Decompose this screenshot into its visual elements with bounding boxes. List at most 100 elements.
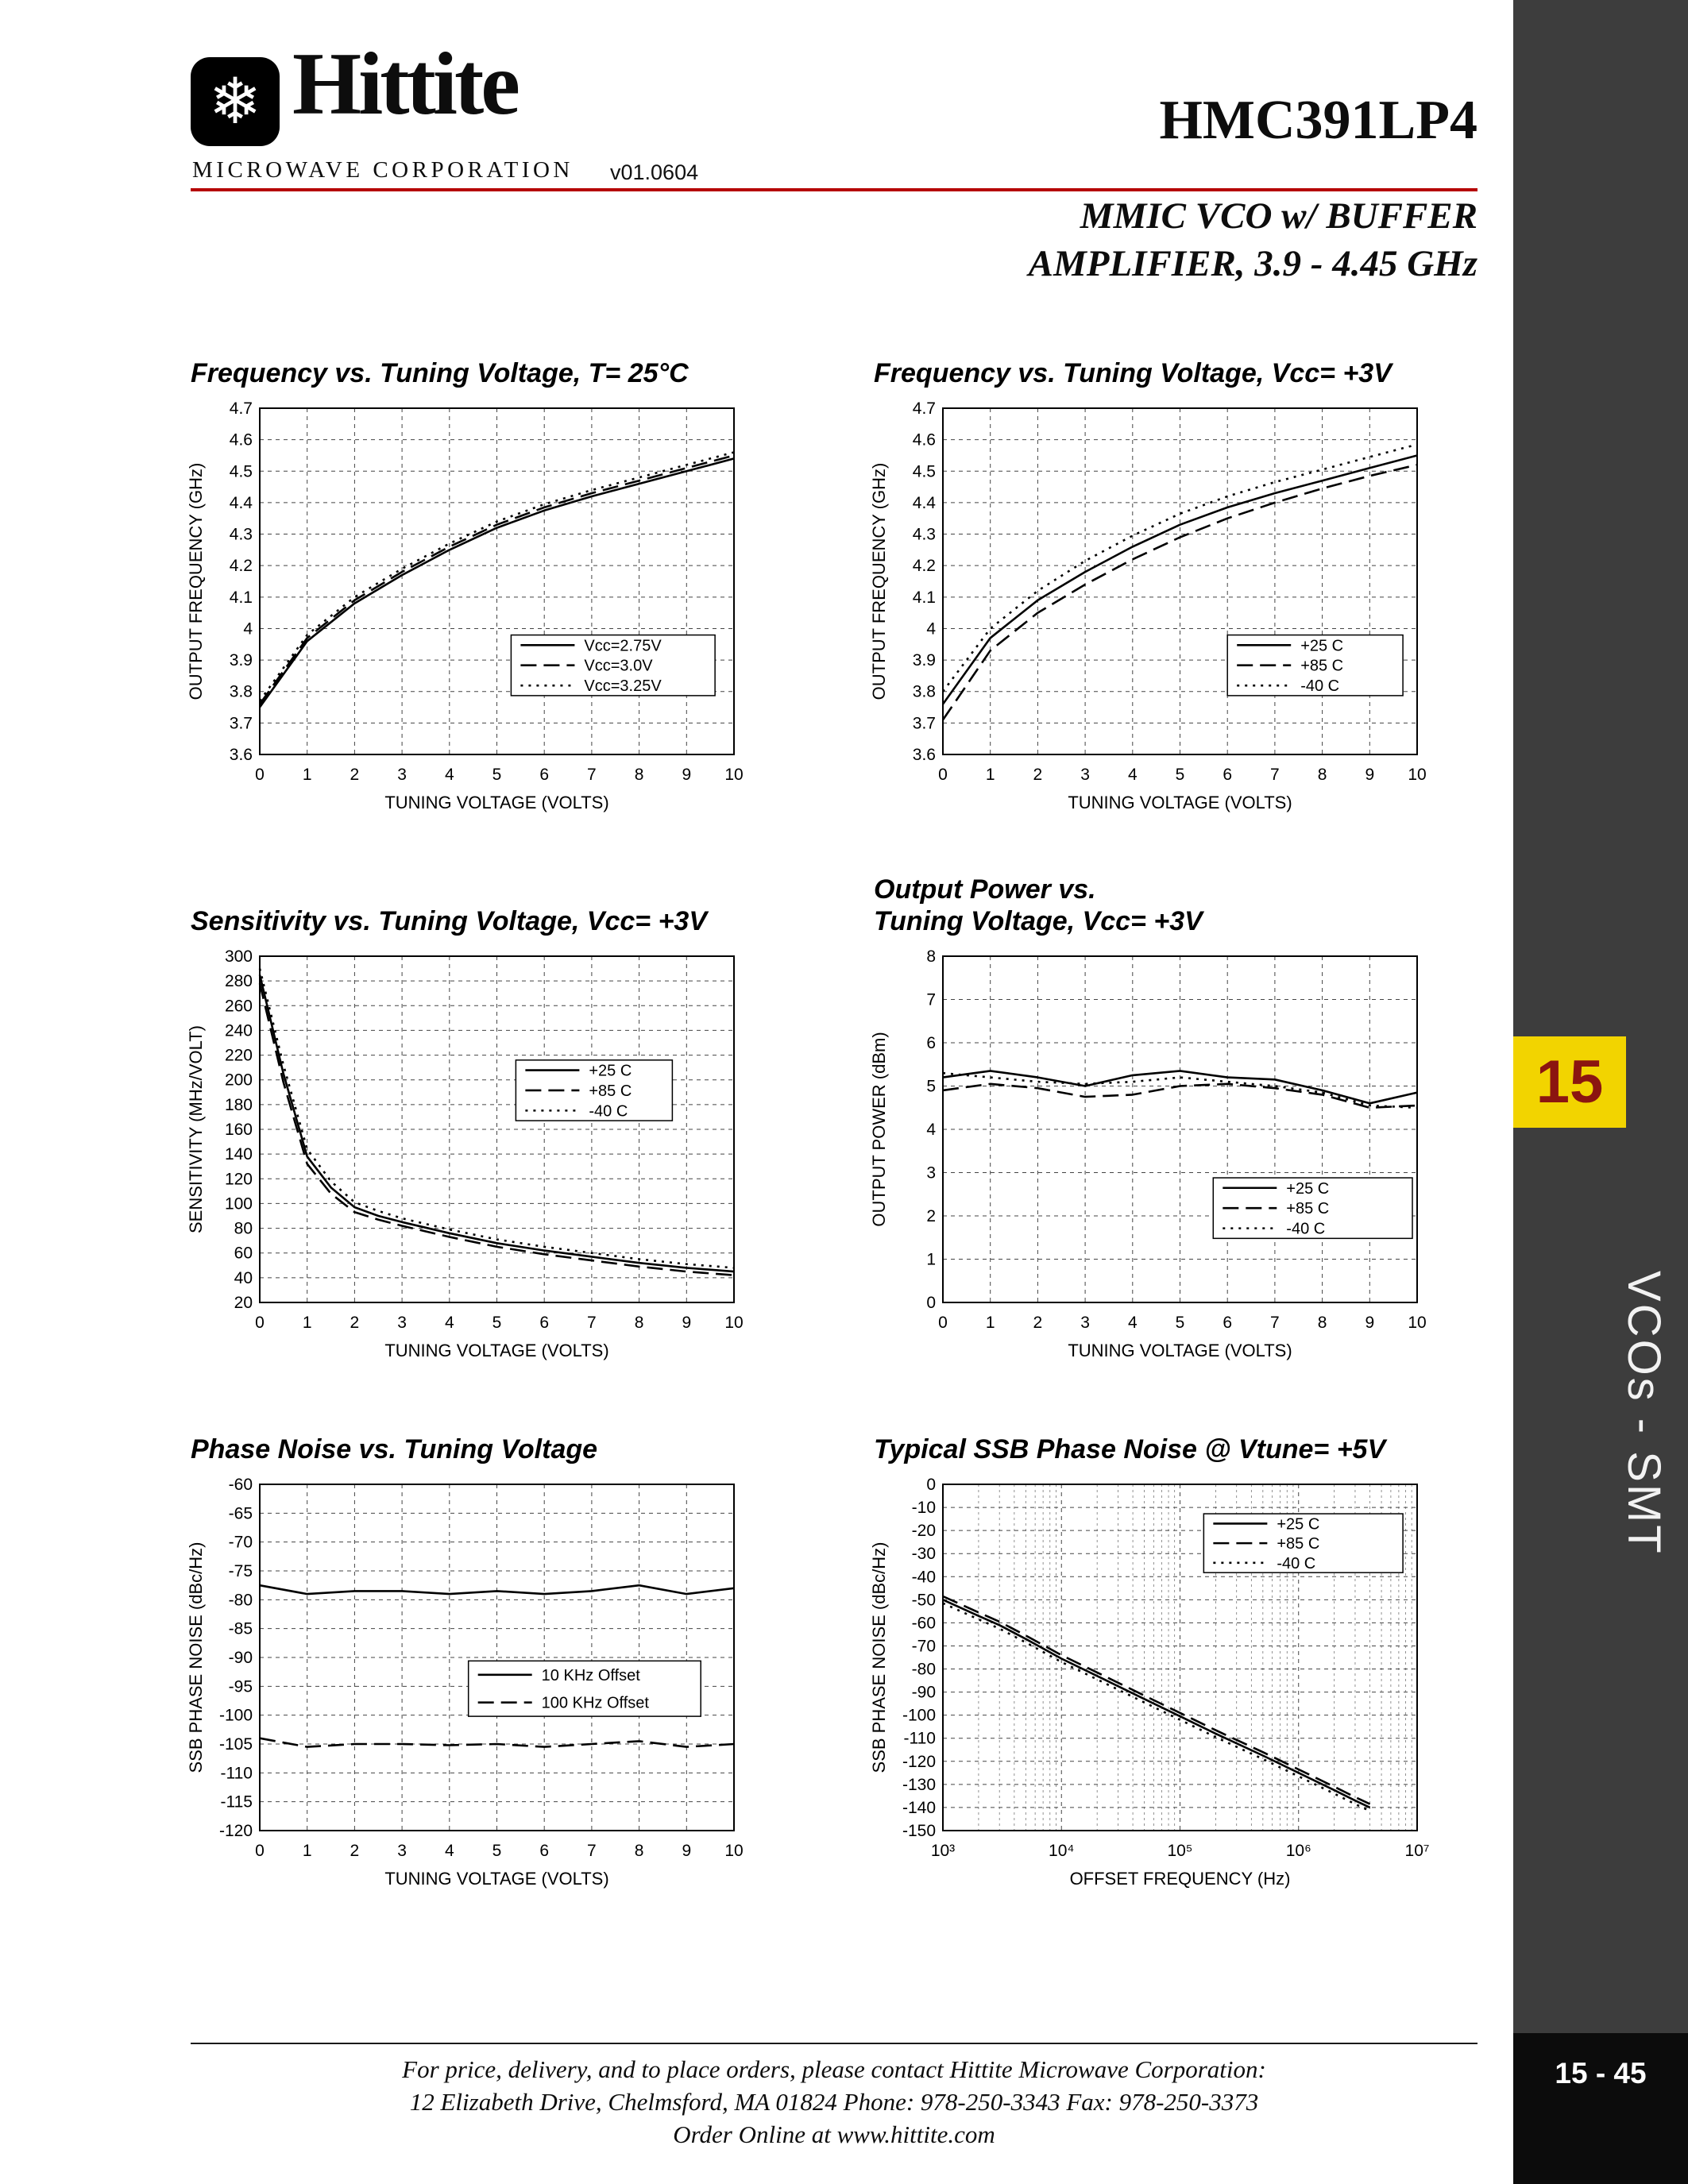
svg-text:+85 C: +85 C — [589, 1082, 632, 1100]
svg-text:4: 4 — [445, 766, 454, 784]
svg-text:9: 9 — [1365, 1314, 1374, 1332]
svg-text:3: 3 — [397, 1842, 407, 1860]
chart-output-power-vs-tuning: Output Power vs. Tuning Voltage, Vcc= +3… — [866, 874, 1430, 1366]
chart-canvas-sensitivity-vs-tuning: 0 1 2 3 4 5 6 7 8 9 10 20 40 60 80 100 120 140 160 180 200 22… — [183, 945, 747, 1366]
svg-text:160: 160 — [225, 1121, 253, 1139]
svg-text:4.6: 4.6 — [230, 431, 253, 450]
svg-text:10: 10 — [724, 766, 743, 784]
svg-text:3.6: 3.6 — [913, 746, 936, 764]
svg-text:-95: -95 — [229, 1677, 253, 1696]
svg-text:2: 2 — [350, 1314, 360, 1332]
svg-text:-40 C: -40 C — [1286, 1221, 1325, 1238]
chart-title: Phase Noise vs. Tuning Voltage — [191, 1433, 598, 1464]
svg-text:4.5: 4.5 — [230, 462, 253, 480]
svg-text:4.6: 4.6 — [913, 431, 936, 450]
svg-text:2: 2 — [1033, 766, 1043, 784]
svg-text:+25 C: +25 C — [1286, 1180, 1329, 1198]
chart-ssb-phase-noise: Typical SSB Phase Noise @ Vtune= +5V 10³… — [866, 1422, 1430, 1894]
right-sidebar: 15 VCOs - SMT 15 - 45 — [1513, 0, 1688, 2184]
svg-text:-140: -140 — [902, 1799, 936, 1817]
svg-text:-115: -115 — [221, 1793, 253, 1812]
svg-text:-100: -100 — [219, 1707, 253, 1725]
svg-text:4.7: 4.7 — [230, 399, 253, 418]
svg-text:3: 3 — [1080, 1314, 1090, 1332]
svg-text:-60: -60 — [229, 1476, 253, 1494]
svg-text:1: 1 — [303, 1842, 312, 1860]
chart-title: Output Power vs. Tuning Voltage, Vcc= +3… — [874, 874, 1203, 936]
svg-text:-20: -20 — [912, 1522, 936, 1540]
chart-sensitivity-vs-tuning: Sensitivity vs. Tuning Voltage, Vcc= +3V… — [183, 893, 747, 1366]
svg-text:0: 0 — [938, 766, 948, 784]
svg-text:3: 3 — [1080, 766, 1090, 784]
svg-text:4.2: 4.2 — [230, 557, 253, 575]
chart-canvas-output-power-vs-tuning: 0 1 2 3 4 5 6 7 8 9 10 0 1 2 3 4 5 6 7 8 TUNING VOLTAGE (VOL… — [866, 945, 1430, 1366]
svg-text:3.9: 3.9 — [230, 651, 253, 669]
svg-text:1: 1 — [303, 1314, 312, 1332]
svg-text:10⁶: 10⁶ — [1286, 1842, 1311, 1860]
svg-text:4: 4 — [445, 1314, 454, 1332]
svg-text:+25 C: +25 C — [589, 1063, 632, 1080]
chart-canvas-phase-noise-vs-tuning: 0 1 2 3 4 5 6 7 8 9 10 -120 -115 -110 -105 -100 -95 -90 -8… — [183, 1473, 747, 1894]
svg-text:OUTPUT POWER (dBm): OUTPUT POWER (dBm) — [869, 1032, 889, 1226]
svg-text:6: 6 — [539, 766, 549, 784]
page-number-block — [1513, 2033, 1688, 2184]
svg-text:3.7: 3.7 — [913, 714, 936, 732]
svg-text:+85 C: +85 C — [1286, 1200, 1329, 1217]
chart-title: Frequency vs. Tuning Voltage, Vcc= +3V — [874, 357, 1392, 388]
logo-wordmark: Hittite — [292, 35, 520, 133]
svg-text:Vcc=2.75V: Vcc=2.75V — [584, 637, 662, 654]
svg-text:+25 C: +25 C — [1277, 1515, 1319, 1533]
svg-text:8: 8 — [635, 766, 644, 784]
hittite-logo-icon: ❄ — [191, 57, 280, 146]
section-tab: 15 — [1513, 1036, 1626, 1128]
svg-text:10³: 10³ — [931, 1842, 955, 1860]
svg-text:1: 1 — [986, 766, 995, 784]
svg-text:8: 8 — [635, 1842, 644, 1860]
svg-text:8: 8 — [1318, 1314, 1327, 1332]
svg-text:-50: -50 — [912, 1591, 936, 1609]
chart-title: Frequency vs. Tuning Voltage, T= 25°C — [191, 357, 689, 388]
svg-text:4.1: 4.1 — [913, 588, 936, 607]
svg-text:6: 6 — [1223, 766, 1232, 784]
svg-text:7: 7 — [587, 1842, 597, 1860]
svg-text:9: 9 — [682, 766, 691, 784]
svg-text:3.8: 3.8 — [230, 683, 253, 701]
svg-text:8: 8 — [926, 947, 936, 966]
svg-text:6: 6 — [926, 1034, 936, 1052]
svg-text:1: 1 — [986, 1314, 995, 1332]
logo-subtitle: MICROWAVE CORPORATION — [192, 157, 574, 183]
footer-line-address: 12 Elizabeth Drive, Chelmsford, MA 01824… — [409, 2087, 1259, 2116]
svg-text:3: 3 — [397, 1314, 407, 1332]
svg-text:60: 60 — [234, 1244, 253, 1263]
svg-text:-60: -60 — [912, 1614, 936, 1632]
svg-text:20: 20 — [234, 1294, 253, 1312]
svg-text:-80: -80 — [912, 1661, 936, 1679]
svg-text:-105: -105 — [219, 1735, 253, 1754]
svg-text:5: 5 — [492, 1842, 502, 1860]
svg-text:10: 10 — [1408, 1314, 1426, 1332]
svg-text:10⁷: 10⁷ — [1405, 1842, 1430, 1860]
svg-text:Vcc=3.25V: Vcc=3.25V — [584, 677, 662, 695]
sidebar-section-label: VCOs - SMT — [1618, 1271, 1670, 1556]
svg-text:180: 180 — [225, 1096, 253, 1114]
svg-text:5: 5 — [926, 1078, 936, 1096]
svg-text:2: 2 — [350, 1842, 360, 1860]
svg-text:220: 220 — [225, 1047, 253, 1065]
footer-line-web[interactable]: Order Online at www.hittite.com — [673, 2120, 995, 2148]
svg-text:140: 140 — [225, 1145, 253, 1163]
svg-text:OUTPUT FREQUENCY (GHz): OUTPUT FREQUENCY (GHz) — [869, 463, 889, 700]
svg-text:5: 5 — [1176, 766, 1185, 784]
svg-text:4: 4 — [1128, 766, 1138, 784]
svg-text:-65: -65 — [229, 1504, 253, 1522]
svg-text:SENSITIVITY (MHz/VOLT): SENSITIVITY (MHz/VOLT) — [186, 1025, 206, 1233]
svg-text:4.5: 4.5 — [913, 462, 936, 480]
svg-text:TUNING VOLTAGE (VOLTS): TUNING VOLTAGE (VOLTS) — [384, 1869, 608, 1889]
svg-text:280: 280 — [225, 972, 253, 990]
page-number: 15 - 45 — [1555, 2057, 1647, 2089]
svg-text:3.9: 3.9 — [913, 651, 936, 669]
svg-text:9: 9 — [1365, 766, 1374, 784]
svg-text:2: 2 — [1033, 1314, 1043, 1332]
svg-text:3: 3 — [926, 1164, 936, 1183]
chart-title: Sensitivity vs. Tuning Voltage, Vcc= +3V — [191, 905, 708, 936]
svg-text:4.7: 4.7 — [913, 399, 936, 418]
